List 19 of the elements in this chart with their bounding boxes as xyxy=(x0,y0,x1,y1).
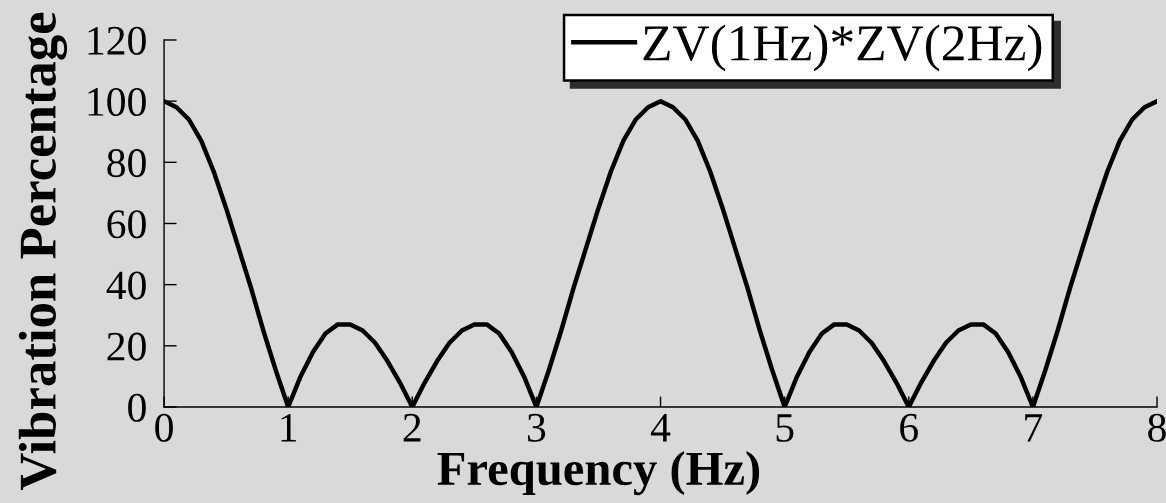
x-axis-title: Frequency (Hz) xyxy=(437,451,760,496)
y-tick-label: 100 xyxy=(88,87,146,117)
legend-label: ZV(1Hz)*ZV(2Hz) xyxy=(643,24,1042,72)
x-tick-label: 4 xyxy=(650,414,671,442)
x-tick-label: 7 xyxy=(1025,414,1043,442)
x-tick-label: 3 xyxy=(527,413,546,442)
y-tick-label: 40 xyxy=(106,271,146,300)
x-tick-label: 0 xyxy=(155,413,173,442)
x-tick-label: 5 xyxy=(776,414,794,442)
y-tick-label: 120 xyxy=(88,26,146,55)
x-tick-label: 2 xyxy=(403,413,421,442)
x-tick-label: 8 xyxy=(1148,413,1166,442)
x-tick-label: 1 xyxy=(281,413,297,442)
y-tick-label: 80 xyxy=(107,149,146,178)
y-tick-label: 0 xyxy=(128,393,146,422)
y-tick-label: 20 xyxy=(107,332,146,361)
x-tick-label: 6 xyxy=(900,413,918,442)
y-tick-label: 60 xyxy=(107,210,146,239)
y-axis-title: Vibration Percentage xyxy=(18,12,68,491)
